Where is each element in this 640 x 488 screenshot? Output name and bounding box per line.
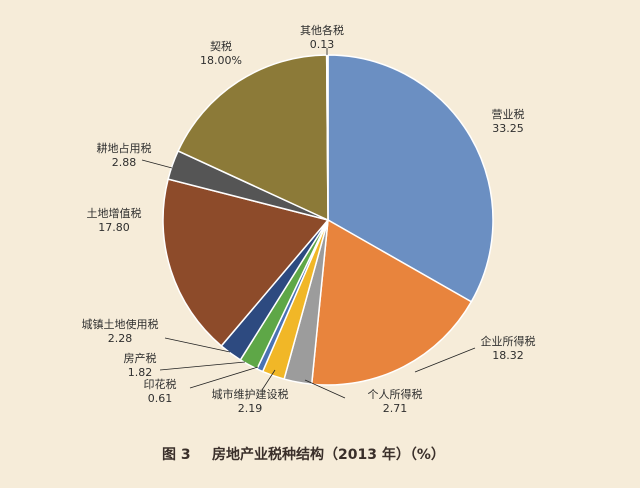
- leader-line-6: [164, 337, 231, 353]
- slice-value-1: 18.32: [492, 349, 524, 362]
- slice-name-4: 印花税: [144, 377, 177, 391]
- slice-name-2: 个人所得税: [368, 387, 423, 401]
- slice-name-7: 土地增值税: [87, 206, 142, 220]
- pie-slice-1: [310, 218, 473, 386]
- slice-value-9: 18.00%: [200, 54, 242, 67]
- slice-value-8: 2.88: [112, 156, 137, 169]
- pie-slice-10: [325, 54, 329, 221]
- slice-name-0: 营业税: [492, 107, 525, 121]
- figure-number: 图 3: [162, 447, 191, 463]
- leader-line-3: [261, 369, 276, 391]
- slice-name-10: 其他各税: [300, 23, 344, 37]
- slice-name-5: 房产税: [124, 351, 157, 365]
- pie-slice-9: [177, 54, 329, 222]
- leader-line-2: [304, 379, 346, 399]
- slice-value-5: 1.82: [128, 366, 153, 379]
- slice-value-2: 2.71: [383, 402, 408, 415]
- pie-slice-0: [327, 54, 494, 303]
- leader-line-4: [189, 366, 259, 389]
- slice-name-9: 契税: [210, 39, 232, 53]
- leader-line-1: [414, 347, 476, 373]
- leader-line-5: [159, 361, 246, 371]
- slice-value-0: 33.25: [492, 122, 524, 135]
- slice-name-3: 城市维护建设税: [212, 387, 289, 401]
- slice-value-4: 0.61: [148, 392, 173, 405]
- chart-caption: 房地产业税种结构（2013 年）（%）: [212, 446, 445, 463]
- slice-value-7: 17.80: [98, 221, 130, 234]
- slice-name-8: 耕地占用税: [97, 141, 152, 155]
- slice-name-1: 企业所得税: [481, 334, 536, 348]
- pie-slice-7: [162, 178, 330, 347]
- pie-slices: [162, 54, 494, 386]
- slice-value-3: 2.19: [238, 402, 263, 415]
- slice-value-10: 0.13: [310, 38, 335, 51]
- slice-value-6: 2.28: [108, 332, 133, 345]
- leader-line-8: [141, 159, 173, 169]
- leader-lines: [141, 48, 476, 399]
- slice-name-6: 城镇土地使用税: [82, 317, 159, 331]
